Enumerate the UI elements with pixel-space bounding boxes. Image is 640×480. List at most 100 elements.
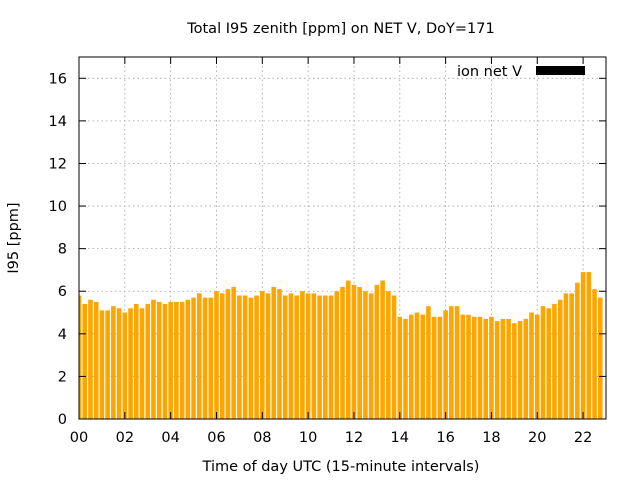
bar bbox=[466, 314, 471, 419]
bar bbox=[300, 291, 305, 419]
y-tick-label: 0 bbox=[58, 412, 67, 428]
x-axis-label: Time of day UTC (15-minute intervals) bbox=[202, 459, 480, 475]
bar bbox=[477, 316, 483, 419]
x-tick-label: 20 bbox=[528, 430, 546, 446]
bar bbox=[185, 299, 191, 419]
x-tick-label: 12 bbox=[345, 430, 363, 446]
bar bbox=[202, 297, 208, 419]
x-tick-label: 10 bbox=[299, 430, 317, 446]
bar bbox=[122, 312, 128, 419]
y-tick-label: 2 bbox=[58, 369, 67, 385]
bar bbox=[397, 316, 403, 419]
bar bbox=[586, 272, 592, 419]
x-tick-label: 22 bbox=[574, 430, 592, 446]
bar bbox=[334, 291, 340, 419]
bar bbox=[437, 316, 443, 419]
bar bbox=[174, 301, 179, 419]
bar bbox=[454, 306, 460, 419]
bar bbox=[374, 284, 380, 419]
y-tick-label: 8 bbox=[58, 242, 67, 258]
bar bbox=[191, 297, 196, 419]
bar bbox=[99, 310, 105, 419]
bar bbox=[557, 299, 563, 419]
bar bbox=[414, 312, 420, 419]
bar bbox=[386, 291, 391, 419]
bar bbox=[420, 314, 425, 419]
bar bbox=[500, 318, 506, 419]
bar bbox=[317, 295, 322, 419]
bar bbox=[351, 284, 357, 419]
bar bbox=[426, 306, 431, 419]
bar bbox=[523, 318, 529, 419]
x-tick-label: 14 bbox=[391, 430, 409, 446]
bar bbox=[580, 272, 586, 419]
bar bbox=[449, 306, 454, 419]
bar bbox=[116, 308, 122, 419]
bar bbox=[105, 310, 110, 419]
x-tick-label: 06 bbox=[207, 430, 225, 446]
bar bbox=[237, 295, 242, 419]
bar bbox=[540, 306, 546, 419]
bar bbox=[88, 299, 93, 419]
bar bbox=[162, 304, 168, 419]
bar bbox=[506, 318, 511, 419]
bar bbox=[471, 316, 477, 419]
bar bbox=[254, 295, 259, 419]
bar bbox=[391, 295, 397, 419]
bar bbox=[208, 297, 214, 419]
bar bbox=[260, 291, 265, 419]
bar-series bbox=[79, 272, 603, 419]
legend-swatch bbox=[536, 66, 585, 75]
plot-frame bbox=[78, 56, 607, 420]
y-tick-label: 16 bbox=[49, 71, 67, 87]
bar bbox=[139, 308, 145, 419]
legend-entry-label: ion net V bbox=[457, 64, 522, 80]
bar bbox=[323, 295, 328, 419]
y-tick-label: 6 bbox=[58, 284, 67, 300]
bar bbox=[569, 293, 574, 419]
bar bbox=[408, 314, 414, 419]
bar bbox=[231, 286, 236, 419]
bar bbox=[534, 314, 540, 419]
bar bbox=[494, 321, 500, 419]
x-tick-label: 18 bbox=[482, 430, 500, 446]
bar bbox=[368, 293, 374, 419]
bar bbox=[93, 301, 99, 419]
bar bbox=[340, 286, 345, 419]
bar bbox=[311, 293, 317, 419]
bar bbox=[248, 297, 254, 419]
bar bbox=[512, 323, 517, 419]
bar bbox=[277, 289, 282, 419]
bar bbox=[552, 304, 557, 419]
bar bbox=[219, 293, 225, 419]
bar bbox=[357, 286, 362, 419]
bar bbox=[179, 301, 185, 419]
bar bbox=[380, 280, 385, 419]
bar bbox=[328, 295, 334, 419]
y-tick-label: 12 bbox=[49, 156, 67, 172]
y-tick-label: 14 bbox=[49, 114, 67, 130]
bar bbox=[214, 291, 219, 419]
bar bbox=[145, 304, 151, 419]
bar bbox=[592, 289, 597, 419]
bar bbox=[489, 316, 494, 419]
bar bbox=[517, 321, 523, 419]
chart-title: Total I95 zenith [ppm] on NET V, DoY=171 bbox=[186, 21, 495, 37]
y-axis-label: I95 [ppm] bbox=[6, 202, 22, 273]
bar bbox=[431, 316, 437, 419]
bar bbox=[128, 308, 133, 419]
bar bbox=[197, 293, 202, 419]
bar bbox=[483, 318, 488, 419]
x-tick-label: 02 bbox=[116, 430, 134, 446]
bar bbox=[82, 304, 88, 419]
bar bbox=[168, 301, 173, 419]
bar bbox=[133, 304, 139, 419]
bar bbox=[460, 314, 466, 419]
x-tick-label: 16 bbox=[436, 430, 454, 446]
bar bbox=[546, 308, 552, 419]
bar bbox=[225, 289, 231, 419]
bar bbox=[294, 295, 299, 419]
bar bbox=[288, 293, 294, 419]
bar bbox=[305, 293, 311, 419]
